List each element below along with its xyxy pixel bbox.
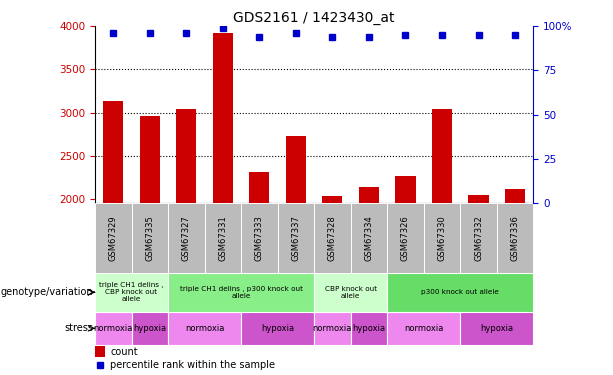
Bar: [460, 203, 497, 273]
Title: GDS2161 / 1423430_at: GDS2161 / 1423430_at: [234, 11, 395, 25]
Text: GSM67337: GSM67337: [291, 215, 300, 261]
Bar: [249, 172, 270, 203]
Text: hypoxia: hypoxia: [480, 324, 513, 333]
Bar: [241, 203, 278, 273]
Bar: [286, 136, 306, 203]
Bar: [395, 176, 416, 203]
Text: p300 knock out allele: p300 knock out allele: [421, 289, 499, 295]
Bar: [278, 203, 314, 273]
Bar: [314, 273, 387, 312]
Bar: [359, 187, 379, 203]
Text: GSM67329: GSM67329: [109, 215, 118, 261]
Bar: [168, 203, 205, 273]
Text: triple CH1 delins , p300 knock out
allele: triple CH1 delins , p300 knock out allel…: [180, 286, 303, 299]
Bar: [177, 109, 196, 203]
Bar: [505, 189, 525, 203]
Bar: [95, 312, 132, 345]
Bar: [432, 109, 452, 203]
Bar: [140, 116, 160, 203]
Text: GSM67333: GSM67333: [255, 215, 264, 261]
Bar: [351, 312, 387, 345]
Text: hypoxia: hypoxia: [133, 324, 166, 333]
Text: GSM67336: GSM67336: [511, 215, 520, 261]
Text: GSM67335: GSM67335: [145, 215, 154, 261]
Text: count: count: [110, 347, 138, 357]
Text: normoxia: normoxia: [313, 324, 352, 333]
Text: hypoxia: hypoxia: [352, 324, 386, 333]
Text: GSM67328: GSM67328: [328, 215, 337, 261]
Text: GSM67327: GSM67327: [182, 215, 191, 261]
Text: stress: stress: [64, 323, 93, 333]
Text: normoxia: normoxia: [404, 324, 443, 333]
Bar: [468, 195, 489, 203]
Bar: [132, 203, 168, 273]
Bar: [424, 203, 460, 273]
Bar: [205, 203, 241, 273]
Text: triple CH1 delins ,
CBP knock out
allele: triple CH1 delins , CBP knock out allele: [99, 282, 164, 302]
Text: CBP knock out
allele: CBP knock out allele: [325, 286, 377, 299]
Bar: [168, 312, 241, 345]
Bar: [460, 312, 533, 345]
Bar: [213, 33, 233, 203]
Bar: [168, 273, 314, 312]
Text: hypoxia: hypoxia: [261, 324, 294, 333]
Bar: [132, 312, 168, 345]
Bar: [351, 203, 387, 273]
Bar: [322, 196, 343, 203]
Bar: [95, 273, 168, 312]
Bar: [241, 312, 314, 345]
Bar: [387, 312, 460, 345]
Bar: [314, 312, 351, 345]
Text: normoxia: normoxia: [185, 324, 224, 333]
Text: GSM67326: GSM67326: [401, 215, 410, 261]
Text: GSM67332: GSM67332: [474, 215, 483, 261]
Bar: [95, 203, 132, 273]
Text: GSM67331: GSM67331: [218, 215, 227, 261]
Text: GSM67330: GSM67330: [438, 215, 446, 261]
Bar: [387, 203, 424, 273]
Text: genotype/variation: genotype/variation: [1, 287, 93, 297]
Bar: [95, 346, 105, 357]
Bar: [497, 203, 533, 273]
Bar: [314, 203, 351, 273]
Bar: [103, 101, 123, 203]
Text: GSM67334: GSM67334: [365, 215, 373, 261]
Text: normoxia: normoxia: [94, 324, 133, 333]
Text: percentile rank within the sample: percentile rank within the sample: [110, 360, 275, 370]
Bar: [387, 273, 533, 312]
